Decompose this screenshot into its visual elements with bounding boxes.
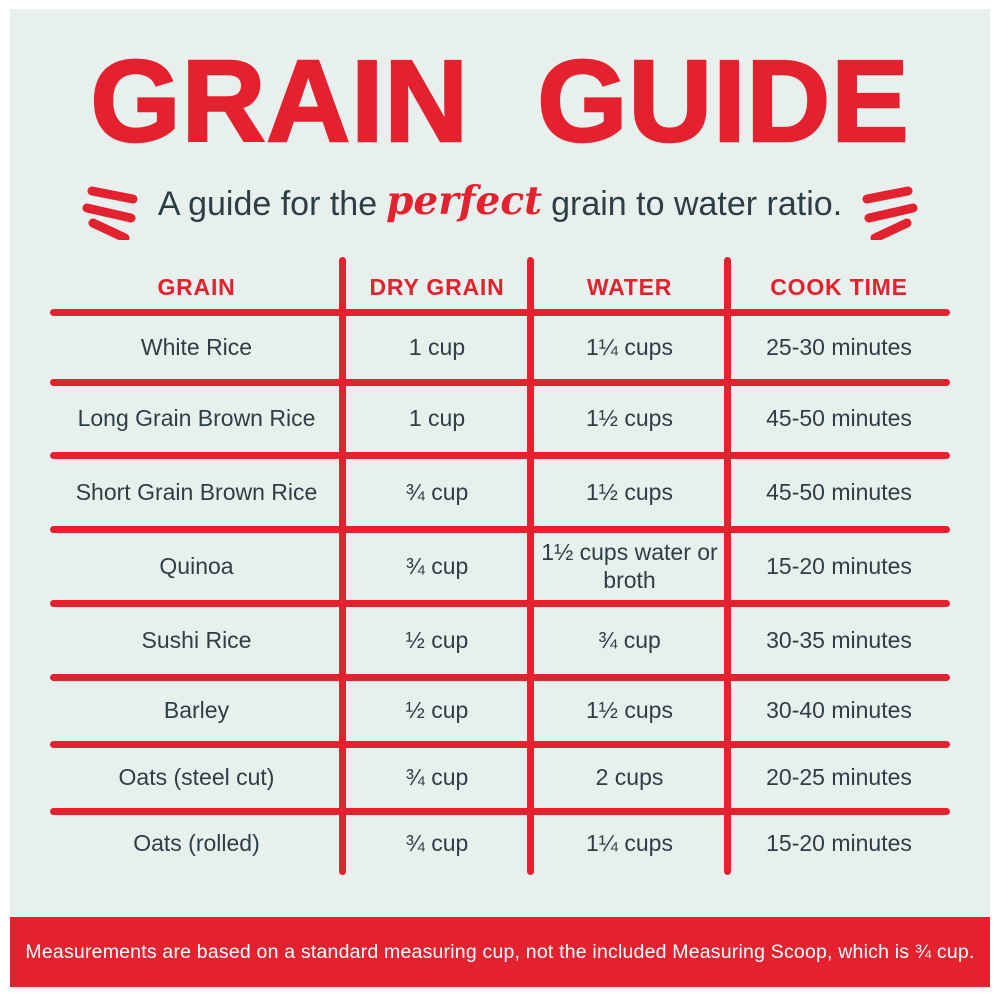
table-divider-vertical — [339, 257, 346, 875]
subtitle-text: A guide for the perfect grain to water rat… — [157, 178, 843, 225]
cell-cook-time: 15-20 minutes — [766, 552, 912, 579]
subtitle-suffix: grain to water ratio. — [551, 185, 843, 223]
subtitle-prefix: A guide for the — [157, 185, 378, 223]
cell-grain: White Rice — [140, 333, 253, 360]
column-header-grain: GRAIN — [157, 274, 236, 301]
column-header-dry-grain: DRY GRAIN — [369, 274, 505, 301]
cell-cook-time: 45-50 minutes — [766, 478, 912, 505]
table-divider-horizontal — [50, 309, 950, 316]
cell-water: 1½ cups — [586, 478, 673, 505]
cell-grain: Quinoa — [159, 552, 234, 579]
cell-dry-grain: ¾ cup — [405, 552, 469, 579]
cell-dry-grain: ¾ cup — [405, 478, 469, 505]
cell-cook-time: 25-30 minutes — [766, 333, 912, 360]
table-divider-vertical — [724, 257, 731, 875]
cell-water: ¾ cup — [598, 626, 661, 653]
cell-water: 1½ cups — [586, 405, 673, 432]
cell-grain: Oats (rolled) — [133, 829, 260, 856]
cell-water: 1¼ cups — [586, 829, 673, 856]
cell-water: 1½ cups water or broth — [541, 538, 718, 593]
cell-grain: Short Grain Brown Rice — [75, 478, 318, 505]
cell-cook-time: 45-50 minutes — [766, 405, 912, 432]
cell-dry-grain: 1 cup — [408, 405, 466, 432]
grain-guide-poster: GRAIN GUIDE A guide for the perfect grain … — [10, 9, 990, 989]
table-divider-horizontal — [50, 452, 950, 459]
cell-water: 1½ cups — [586, 697, 673, 724]
cell-dry-grain: ½ cup — [405, 626, 469, 653]
cell-cook-time: 30-40 minutes — [766, 697, 912, 724]
table-divider-horizontal — [50, 808, 950, 815]
subtitle-row: A guide for the perfect grain to water rat… — [10, 159, 990, 245]
column-header-cook-time: COOK TIME — [770, 274, 908, 301]
cell-dry-grain: 1 cup — [408, 333, 466, 360]
table-divider-horizontal — [50, 526, 950, 533]
footer-note-bar: Measurements are based on a standard mea… — [10, 917, 990, 987]
page-title: GRAIN GUIDE — [89, 36, 910, 166]
cell-dry-grain: ¾ cup — [405, 829, 469, 856]
column-header-water: WATER — [586, 274, 673, 301]
emphasis-burst-right-icon — [862, 186, 918, 240]
table-divider-horizontal — [50, 379, 950, 386]
cell-grain: Sushi Rice — [141, 626, 252, 653]
table-divider-vertical — [527, 257, 534, 875]
cell-grain: Barley — [163, 697, 230, 724]
cell-cook-time: 15-20 minutes — [766, 829, 912, 856]
subtitle-highlight-word: perfect — [386, 178, 543, 224]
table-divider-horizontal — [50, 600, 950, 607]
cell-water: 2 cups — [595, 764, 664, 791]
cell-dry-grain: ¾ cup — [405, 764, 469, 791]
table-divider-horizontal — [50, 674, 950, 681]
footer-note-text: Measurements are based on a standard mea… — [25, 940, 975, 963]
cell-dry-grain: ½ cup — [405, 697, 469, 724]
cell-cook-time: 30-35 minutes — [766, 626, 912, 653]
cell-grain: Oats (steel cut) — [118, 764, 275, 791]
emphasis-burst-left-icon — [82, 186, 138, 240]
table-divider-horizontal — [50, 741, 950, 748]
cell-grain: Long Grain Brown Rice — [77, 405, 316, 432]
cell-water: 1¼ cups — [586, 333, 673, 360]
cell-cook-time: 20-25 minutes — [766, 764, 912, 791]
grain-table: GRAIN DRY GRAIN WATER COOK TIME White Ri… — [50, 257, 950, 877]
